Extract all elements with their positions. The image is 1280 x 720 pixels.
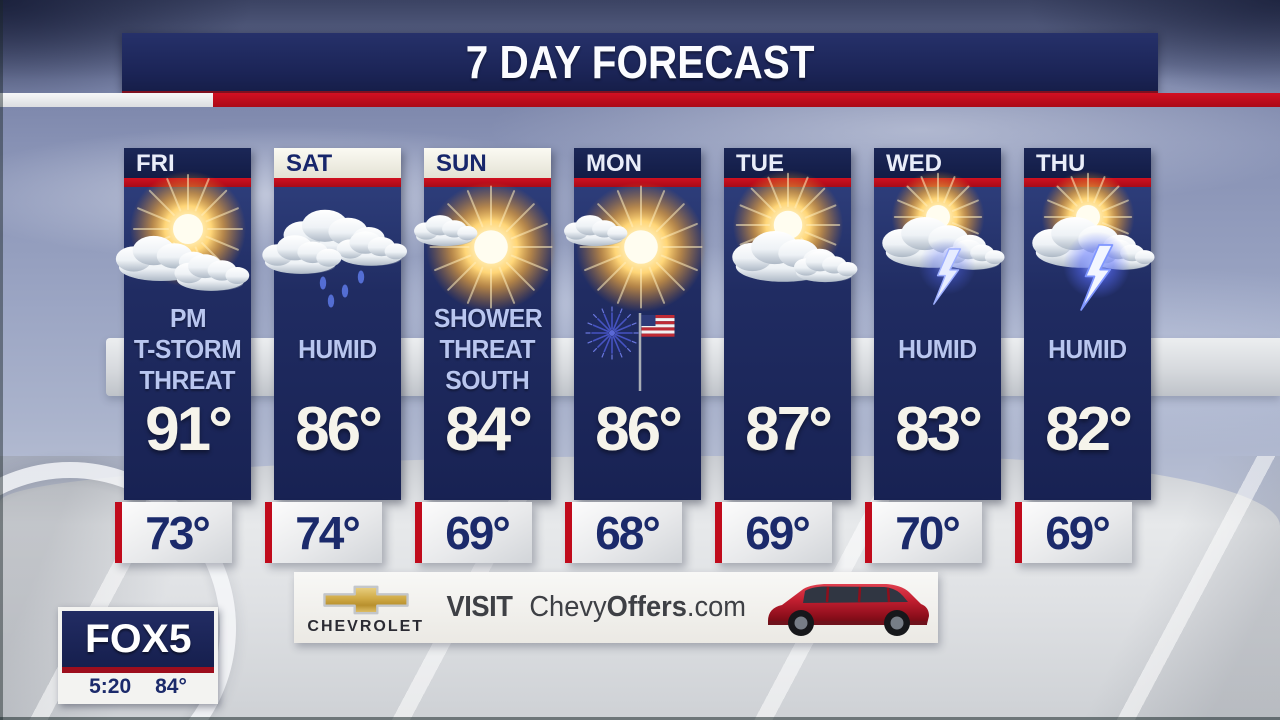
chevrolet-bowtie-icon xyxy=(322,585,409,615)
low-temperature-box: 73° xyxy=(115,502,232,563)
day-label: TUE xyxy=(724,148,851,178)
condition-line: HUMID xyxy=(298,334,377,364)
high-temperature: 91° xyxy=(145,395,233,464)
day-label: MON xyxy=(574,148,701,178)
low-temperature-box: 68° xyxy=(565,502,682,563)
mostly-sunny-icon xyxy=(403,182,573,313)
low-temperature-box: 70° xyxy=(865,502,982,563)
high-temperature: 82° xyxy=(1045,395,1133,464)
low-temperature: 69° xyxy=(745,506,811,559)
ad-offers-text: Offers xyxy=(607,591,688,623)
condition-line: THREAT xyxy=(139,365,236,395)
day-panel: 87° xyxy=(724,169,858,500)
day-header-red-bar xyxy=(874,178,1001,187)
clock-time: 5:20 xyxy=(89,674,132,698)
low-temperature: 70° xyxy=(895,506,961,559)
forecast-column: MON 86° xyxy=(564,148,706,500)
forecast-column: SUN SHOWER THREAT SOUTH 84° xyxy=(414,148,556,500)
low-temperature: 69° xyxy=(445,506,511,559)
forecast-column: TUE 87° xyxy=(724,148,858,500)
ad-call-to-action: VISIT ChevyOffers.com xyxy=(447,591,746,624)
condition-text: SHOWER THREAT SOUTH xyxy=(424,303,551,396)
condition-line: THREAT xyxy=(439,334,536,364)
day-header-red-bar xyxy=(724,178,851,187)
condition-line: PM xyxy=(169,303,206,333)
ad-chevy-text: Chevy xyxy=(529,591,608,623)
partly-cloudy-icon xyxy=(703,169,873,313)
low-temperature: 69° xyxy=(1045,506,1111,559)
forecast-column: THU HUMID 82° xyxy=(1024,148,1155,500)
forecast-column: WED HUMID 83° xyxy=(874,148,1005,500)
low-temperature-box: 69° xyxy=(415,502,532,563)
sun-behind-clouds-icon xyxy=(103,171,273,313)
day-label: THU xyxy=(1024,148,1151,178)
current-temperature: 84° xyxy=(155,674,187,698)
high-temperature: 87° xyxy=(745,395,833,464)
high-temperature: 86° xyxy=(595,395,683,464)
sponsor-ad-banner: CHEVROLET VISIT ChevyOffers.com xyxy=(294,572,938,643)
title-banner: 7 DAY FORECAST xyxy=(122,33,1158,93)
thunderstorm-icon xyxy=(853,170,1023,313)
title-underline-red xyxy=(213,93,1280,107)
condition-line: T-STORM xyxy=(133,334,242,364)
fox5-logo-text: FOX5 xyxy=(84,616,192,661)
screen-edge-left xyxy=(0,0,3,720)
thunderstorm-bright-icon xyxy=(1003,170,1173,313)
low-temperature: 68° xyxy=(595,506,661,559)
day-panel: HUMID 82° xyxy=(1024,170,1155,500)
day-header-red-bar xyxy=(124,178,251,187)
high-temperature: 83° xyxy=(895,395,983,464)
condition-line: SHOWER xyxy=(433,303,542,333)
station-bug: FOX5 5:20 84° xyxy=(58,607,218,704)
cloud-rain-icon xyxy=(253,187,423,313)
ad-dotcom-text: .com xyxy=(687,591,747,623)
condition-text: HUMID xyxy=(874,303,1001,396)
day-label: FRI xyxy=(124,148,251,178)
day-label: WED xyxy=(874,148,1001,178)
chevrolet-logo-block: CHEVROLET xyxy=(294,579,437,636)
chevrolet-wordmark: CHEVROLET xyxy=(307,618,425,635)
forecast-column: SAT HUMID 86° xyxy=(262,148,407,500)
low-temperature-box: 69° xyxy=(715,502,832,563)
day-header-red-bar xyxy=(424,178,551,187)
condition-line: HUMID xyxy=(1048,334,1127,364)
high-temperature: 84° xyxy=(445,395,533,464)
day-header-red-bar xyxy=(274,178,401,187)
condition-line: SOUTH xyxy=(445,365,530,395)
low-temperature-box: 69° xyxy=(1015,502,1132,563)
fireworks-flag-icon xyxy=(574,301,701,398)
ad-visit-text: VISIT xyxy=(447,591,513,623)
condition-text xyxy=(574,303,701,396)
station-bug-time-row: 5:20 84° xyxy=(62,673,214,700)
day-panel: PM T-STORM THREAT 91° xyxy=(115,171,251,500)
day-panel: SHOWER THREAT SOUTH 84° xyxy=(414,182,556,500)
day-panel: 86° xyxy=(564,182,706,500)
day-label: SUN xyxy=(424,148,551,178)
condition-text: HUMID xyxy=(1024,303,1151,396)
low-temperature: 74° xyxy=(295,506,361,559)
condition-text xyxy=(724,303,851,396)
forecast-column: FRI PM T-STORM THREAT 91° xyxy=(115,148,251,500)
high-temperature: 86° xyxy=(295,395,383,464)
low-temperature: 73° xyxy=(145,506,211,559)
day-header-red-bar xyxy=(574,178,701,187)
day-label: SAT xyxy=(274,148,401,178)
page-title: 7 DAY FORECAST xyxy=(465,36,815,88)
condition-text: HUMID xyxy=(274,303,401,396)
day-header-red-bar xyxy=(1024,178,1151,187)
condition-line: HUMID xyxy=(898,334,977,364)
condition-text: PM T-STORM THREAT xyxy=(124,303,251,396)
fox5-logo: FOX5 xyxy=(62,611,214,667)
red-suv-image xyxy=(756,577,938,639)
mostly-sunny-icon xyxy=(553,182,723,313)
day-panel: HUMID 86° xyxy=(262,187,407,500)
station-bug-red-stripe xyxy=(62,667,214,673)
low-temperature-box: 74° xyxy=(265,502,382,563)
title-underline-white xyxy=(0,93,213,107)
day-panel: HUMID 83° xyxy=(874,170,1005,500)
screen-edge-bottom xyxy=(0,717,1280,720)
